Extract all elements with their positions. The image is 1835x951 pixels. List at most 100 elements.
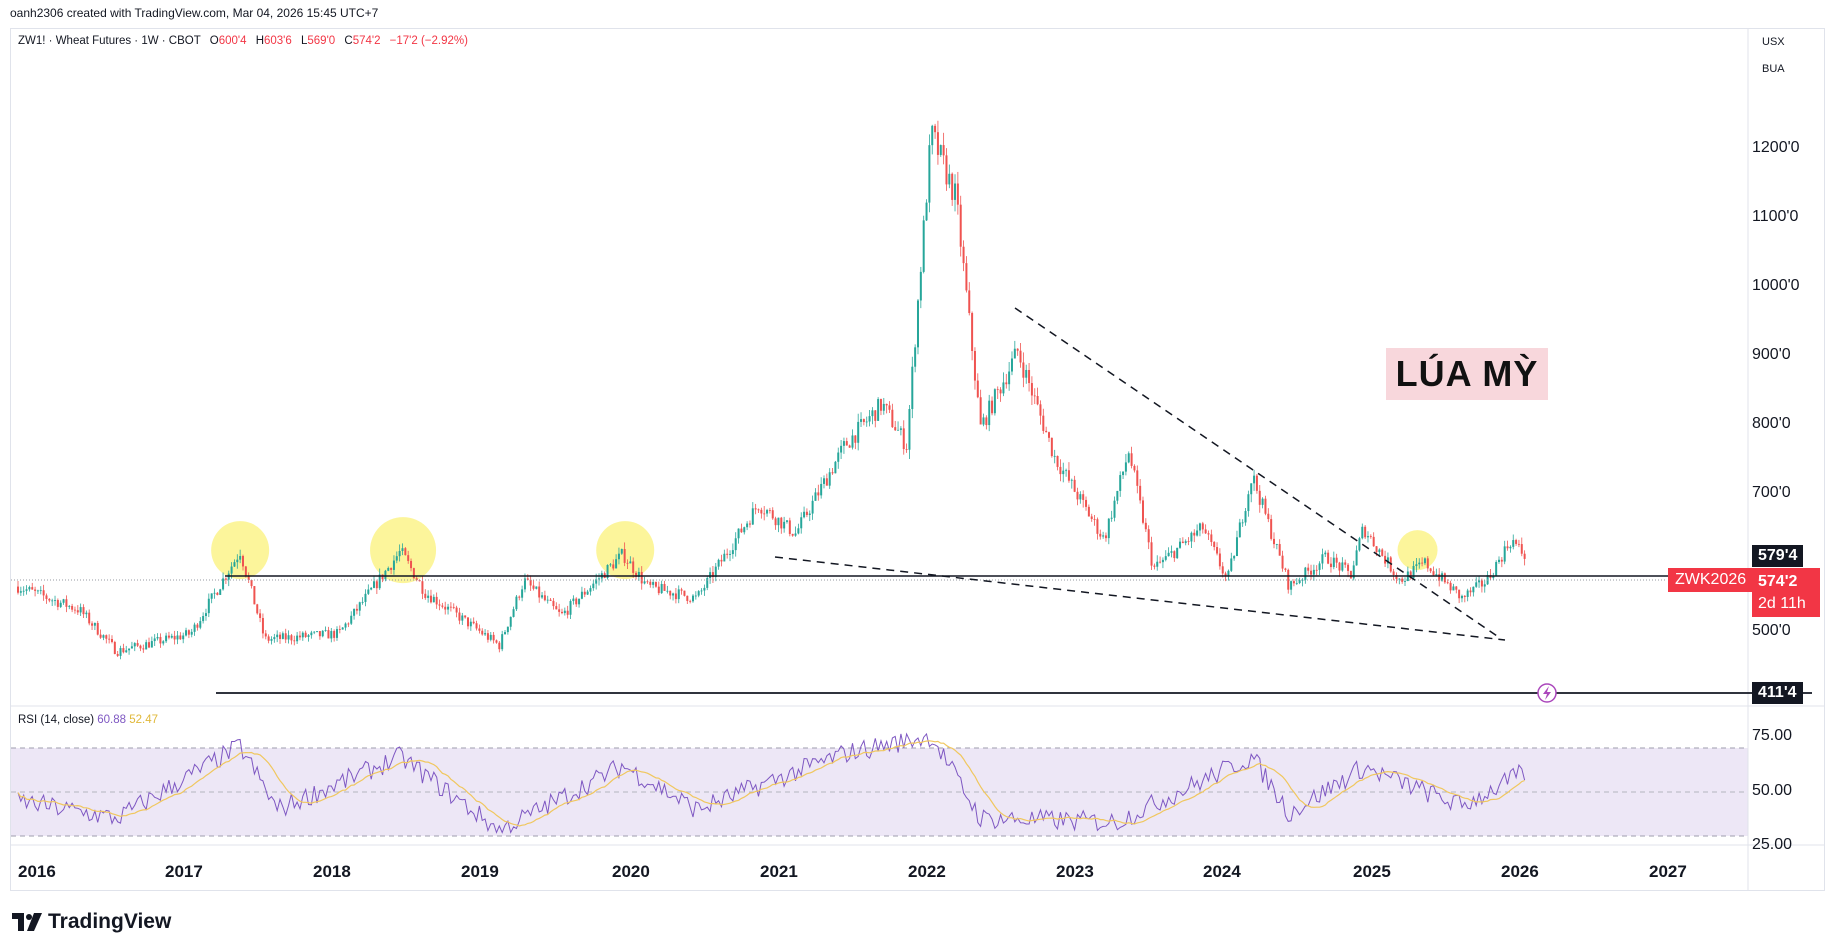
- candle: [441, 602, 444, 609]
- candle: [996, 386, 999, 399]
- candle: [1401, 576, 1404, 584]
- candle: [387, 566, 390, 572]
- candle: [307, 633, 310, 642]
- candle: [216, 592, 219, 596]
- candle: [828, 468, 831, 489]
- candle: [532, 579, 535, 591]
- candle: [65, 595, 68, 613]
- candle: [746, 521, 749, 531]
- candle: [1292, 579, 1295, 587]
- lower-trendline[interactable]: [774, 556, 1506, 641]
- rsi-line: [17, 732, 1526, 834]
- candle: [1423, 557, 1426, 566]
- candle: [1310, 564, 1313, 580]
- candle: [1213, 541, 1216, 551]
- candle: [1241, 519, 1244, 527]
- candle: [1244, 507, 1247, 526]
- candle: [700, 588, 703, 595]
- candle: [783, 516, 786, 533]
- high-label: H: [255, 35, 264, 47]
- candle: [273, 633, 276, 643]
- candle: [1238, 518, 1241, 538]
- candle: [287, 630, 290, 644]
- low-value: 569'0: [307, 35, 336, 47]
- candle: [720, 554, 723, 567]
- candle: [1466, 588, 1469, 602]
- candle: [404, 547, 407, 556]
- candle: [119, 645, 122, 660]
- candle: [1329, 557, 1332, 573]
- candle: [25, 585, 28, 595]
- candle: [1295, 578, 1298, 586]
- open-value: 600'4: [218, 35, 247, 47]
- candle: [515, 595, 518, 611]
- candle: [669, 590, 672, 600]
- candle: [224, 577, 227, 584]
- candle: [1159, 556, 1162, 564]
- candle: [689, 599, 692, 604]
- candle: [606, 564, 609, 580]
- candle: [1079, 491, 1082, 504]
- candle: [128, 648, 131, 655]
- candle: [395, 551, 398, 564]
- candle: [646, 580, 649, 584]
- bolt-alert-icon[interactable]: [1537, 683, 1557, 703]
- candle: [344, 622, 347, 631]
- candle: [768, 507, 771, 514]
- candle: [296, 631, 299, 644]
- candle: [1312, 564, 1315, 581]
- candle: [253, 586, 256, 605]
- candle: [39, 586, 42, 595]
- candle: [236, 554, 239, 569]
- candle: [1520, 537, 1523, 557]
- candle: [1190, 531, 1193, 548]
- current-price-value: 574'2: [1758, 573, 1798, 590]
- candle: [971, 311, 974, 361]
- tradingview-logo[interactable]: TradingView: [12, 910, 171, 934]
- candle: [1067, 462, 1070, 483]
- candle: [1341, 557, 1344, 572]
- candle: [424, 589, 427, 600]
- candle: [1443, 572, 1446, 584]
- candle: [1210, 529, 1213, 547]
- rsi-legend[interactable]: RSI (14, close) 60.88 52.47: [18, 714, 158, 726]
- price-tick: 500'0: [1752, 622, 1791, 639]
- candle: [925, 199, 928, 222]
- candle: [1301, 578, 1304, 587]
- candle: [373, 575, 376, 589]
- candle: [341, 627, 344, 630]
- candle: [73, 606, 76, 614]
- candle: [1161, 557, 1164, 569]
- candle: [1398, 578, 1401, 585]
- candle: [481, 628, 484, 636]
- candle: [1290, 580, 1293, 596]
- candle: [1141, 496, 1144, 525]
- candle: [1133, 464, 1136, 473]
- unit-measure[interactable]: BUA: [1762, 63, 1785, 75]
- candle: [1235, 530, 1238, 557]
- candle: [823, 475, 826, 489]
- candle: [435, 592, 438, 609]
- candle: [734, 532, 737, 557]
- rsi-label[interactable]: RSI (14, close): [18, 714, 95, 726]
- candle: [1384, 550, 1387, 568]
- unit-currency[interactable]: USX: [1762, 36, 1785, 48]
- candle: [620, 548, 623, 555]
- candle: [985, 415, 988, 430]
- candle: [1287, 568, 1290, 594]
- x-tick: 2027: [1649, 862, 1687, 881]
- candle: [1318, 561, 1321, 575]
- candle: [911, 356, 914, 419]
- candle: [1327, 549, 1330, 565]
- candle: [509, 616, 512, 631]
- candle: [85, 610, 88, 619]
- candle: [948, 164, 951, 189]
- symbol-legend[interactable]: ZW1! · Wheat Futures · 1W · CBOT O600'4 …: [18, 35, 468, 47]
- symbol-label[interactable]: ZW1! · Wheat Futures · 1W · CBOT: [18, 35, 201, 47]
- candle: [1475, 577, 1478, 588]
- candle: [1156, 555, 1159, 571]
- candle: [871, 407, 874, 425]
- annotation-title[interactable]: LÚA MỲ: [1386, 348, 1548, 400]
- candle: [452, 603, 455, 610]
